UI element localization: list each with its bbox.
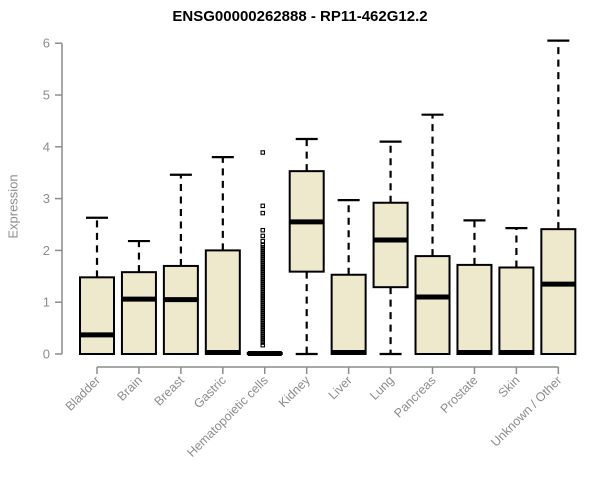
x-tick-label: Bladder (63, 373, 103, 413)
box-Liver (330, 273, 367, 355)
y-tick-label: 4 (43, 139, 50, 154)
x-tick-label: Pancreas (391, 373, 438, 420)
box-Bladder (79, 276, 115, 355)
x-tick-label: Lung (367, 373, 397, 403)
x-tick-label: Prostate (438, 373, 481, 416)
outlier-point (260, 210, 266, 216)
box-Brain (120, 271, 157, 356)
box-Unknown / Other (540, 228, 577, 355)
box-Breast (162, 264, 199, 355)
y-tick-label: 1 (43, 295, 50, 310)
y-tick-label: 3 (43, 191, 50, 206)
x-tick-label: Hematopoietic cells (184, 373, 271, 460)
box-Prostate (456, 263, 493, 355)
y-tick-label: 6 (43, 36, 50, 51)
x-tick-label: Skin (495, 373, 522, 400)
box-Lung (372, 201, 409, 289)
y-tick-label: 5 (43, 88, 50, 103)
box-Skin (498, 266, 535, 355)
x-tick-label: Brain (115, 373, 146, 404)
outlier-point (260, 227, 266, 233)
x-tick-label: Kidney (276, 373, 313, 410)
outlier-point (260, 342, 266, 348)
outlier-point (260, 233, 266, 239)
box-Gastric (204, 249, 241, 355)
box-Pancreas (414, 255, 451, 355)
x-tick-label: Breast (152, 373, 188, 409)
outlier-point (260, 203, 266, 209)
x-tick-label: Gastric (191, 373, 229, 411)
x-tick-label: Liver (326, 373, 355, 402)
y-tick-label: 2 (43, 243, 50, 258)
outlier-point (260, 242, 266, 248)
x-tick-label: Unknown / Other (488, 373, 564, 449)
outlier-point (260, 150, 266, 155)
chart-title: ENSG00000262888 - RP11-462G12.2 (172, 8, 428, 25)
outlier-point (260, 238, 266, 244)
y-tick-label: 0 (43, 347, 50, 362)
